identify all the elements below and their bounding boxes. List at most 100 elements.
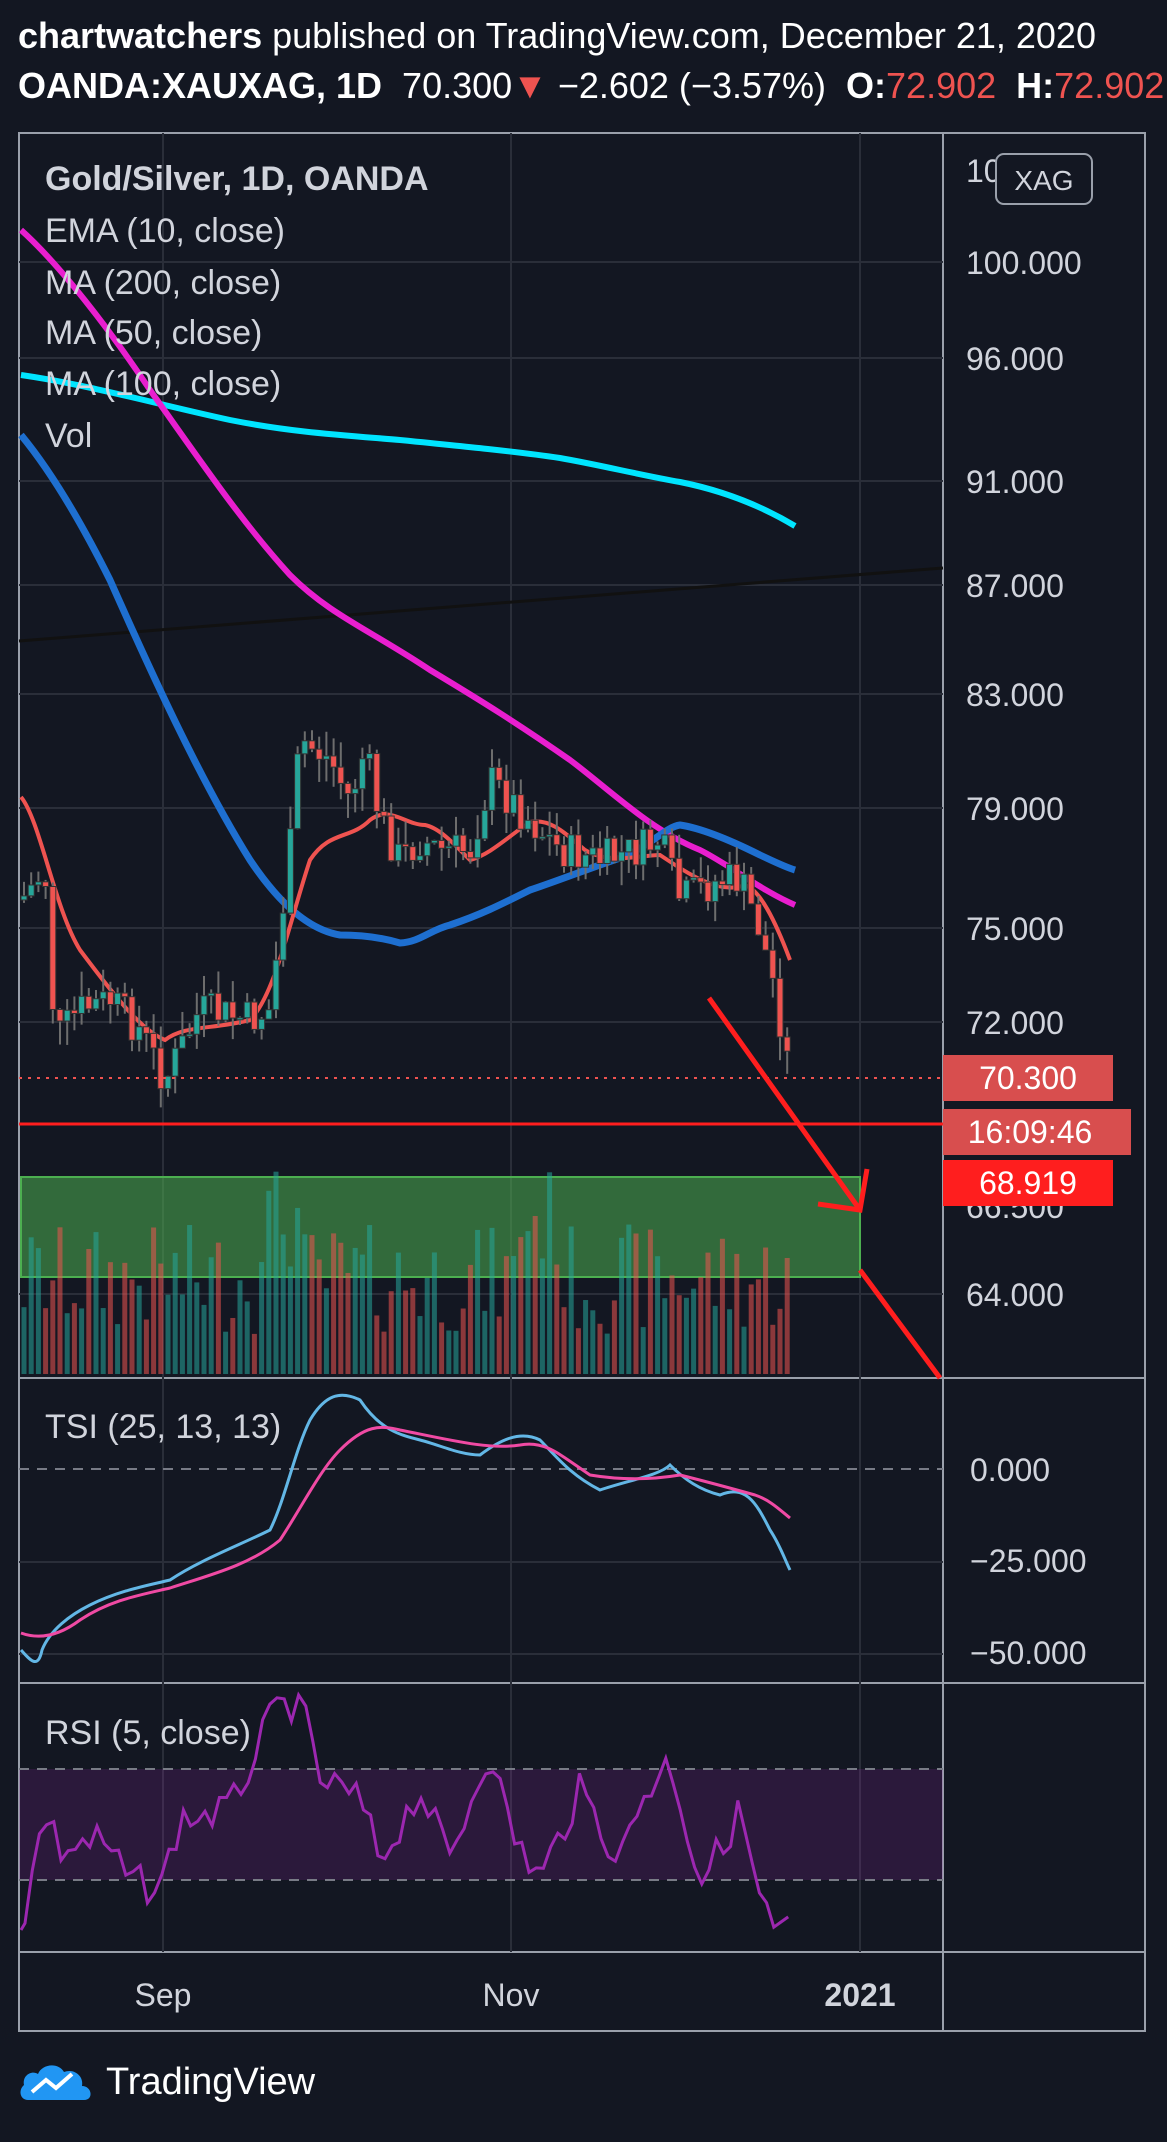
volume-bar — [367, 1225, 373, 1374]
price-candles[interactable] — [20, 730, 791, 1108]
candle-body — [222, 1001, 230, 1021]
tradingview-logo[interactable]: TradingView — [18, 2060, 315, 2104]
legend-ma200[interactable]: MA (200, close) — [45, 264, 281, 302]
volume-bar — [683, 1297, 689, 1374]
candle-body — [690, 877, 698, 881]
tsi-tick-2: −50.000 — [970, 1635, 1087, 1671]
candle-body — [106, 991, 114, 1006]
volume-bar — [374, 1315, 380, 1374]
legend-title[interactable]: Gold/Silver, 1D, OANDA — [45, 160, 429, 198]
candle-body — [488, 766, 496, 811]
legend-vol[interactable]: Vol — [45, 417, 92, 455]
author-name[interactable]: chartwatchers — [18, 15, 263, 56]
price-tick-label: 83.000 — [966, 677, 1064, 713]
volume-bar — [475, 1229, 481, 1374]
countdown-tag-bg — [943, 1109, 1131, 1155]
candle-body — [524, 819, 532, 830]
volume-bar — [381, 1331, 387, 1374]
volume-bar — [172, 1252, 178, 1374]
candle-body — [438, 839, 446, 849]
volume-bar — [122, 1262, 128, 1374]
volume-bars — [21, 1171, 790, 1374]
legend-tsi[interactable]: TSI (25, 13, 13) — [45, 1408, 281, 1446]
legend-ma50[interactable]: MA (50, close) — [45, 314, 262, 352]
candle-body — [762, 934, 770, 951]
candle-body — [466, 850, 474, 859]
volume-bar — [503, 1256, 509, 1374]
tsi-tick-0: 0.000 — [970, 1452, 1050, 1488]
volume-bar — [165, 1294, 171, 1374]
volume-bar — [316, 1259, 322, 1374]
volume-bar — [511, 1256, 517, 1374]
candle-body — [121, 992, 129, 998]
candle-body — [207, 992, 215, 997]
candle-body — [70, 1009, 78, 1014]
volume-bar — [568, 1226, 574, 1374]
candle-body — [423, 842, 431, 857]
forecast-arrow-line[interactable] — [706, 996, 863, 1212]
price-axis[interactable]: 10100.00096.00091.00087.00083.00079.0007… — [966, 153, 1082, 1313]
candle-body — [135, 1026, 143, 1041]
candle-body — [49, 885, 57, 1010]
volume-bar — [583, 1300, 589, 1374]
high-label: H: — [1016, 65, 1055, 106]
volume-bar — [453, 1330, 459, 1374]
candle-body — [193, 1014, 201, 1035]
candle-body — [697, 877, 705, 883]
candle-body — [402, 843, 410, 848]
candle-body — [474, 838, 482, 859]
volume-bar — [208, 1257, 214, 1374]
volume-bar — [345, 1272, 351, 1374]
candle-body — [726, 863, 734, 886]
last-price: 70.300 — [402, 65, 513, 106]
currency-badge[interactable] — [995, 153, 1093, 205]
legend-ma100[interactable]: MA (100, close) — [45, 365, 281, 403]
legend-ema[interactable]: EMA (10, close) — [45, 212, 285, 250]
volume-bar — [158, 1263, 164, 1374]
tsi-signal-line — [20, 1425, 791, 1638]
legend-rsi[interactable]: RSI (5, close) — [45, 1714, 251, 1752]
volume-bar — [748, 1284, 754, 1374]
volume-bar — [662, 1298, 668, 1374]
volume-bar — [359, 1254, 365, 1374]
demand-zone[interactable] — [20, 1176, 861, 1278]
candle-body — [286, 828, 294, 914]
volume-bar — [410, 1288, 416, 1374]
volume-bar — [590, 1310, 596, 1374]
candle-body — [358, 758, 366, 790]
candle-body — [279, 912, 287, 961]
tsi-axis[interactable]: 0.000 −25.000 −50.000 — [970, 1452, 1087, 1671]
trendline[interactable] — [18, 566, 944, 643]
candle-body — [56, 1008, 64, 1022]
volume-bar — [223, 1331, 229, 1374]
volume-bar — [727, 1309, 733, 1374]
candle-body — [531, 819, 539, 839]
level-tag-bg — [943, 1160, 1113, 1206]
candle-body — [495, 766, 503, 781]
price-tick-label: 91.000 — [966, 464, 1064, 500]
countdown-tag: 16:09:46 — [968, 1114, 1093, 1150]
volume-bar — [597, 1323, 603, 1374]
candle-body — [632, 838, 640, 866]
projection-line[interactable] — [857, 1268, 943, 1380]
candle-body — [200, 995, 208, 1016]
volume-bar — [734, 1253, 740, 1374]
candle-body — [610, 837, 618, 862]
candle-body — [63, 1009, 71, 1022]
candle-body — [538, 836, 546, 840]
volume-bar — [244, 1301, 250, 1374]
volume-bar — [107, 1262, 113, 1374]
volume-bar — [273, 1171, 279, 1374]
volume-bar — [287, 1266, 293, 1374]
volume-bar — [215, 1242, 221, 1374]
candle-body — [596, 847, 604, 864]
volume-bar — [280, 1234, 286, 1374]
volume-bar — [655, 1256, 661, 1374]
volume-bar — [57, 1227, 63, 1374]
volume-bar — [187, 1225, 193, 1374]
candle-body — [510, 794, 518, 814]
candle-body — [682, 879, 690, 900]
candle-body — [178, 1035, 186, 1049]
time-tick-nov: Nov — [483, 1977, 540, 2013]
